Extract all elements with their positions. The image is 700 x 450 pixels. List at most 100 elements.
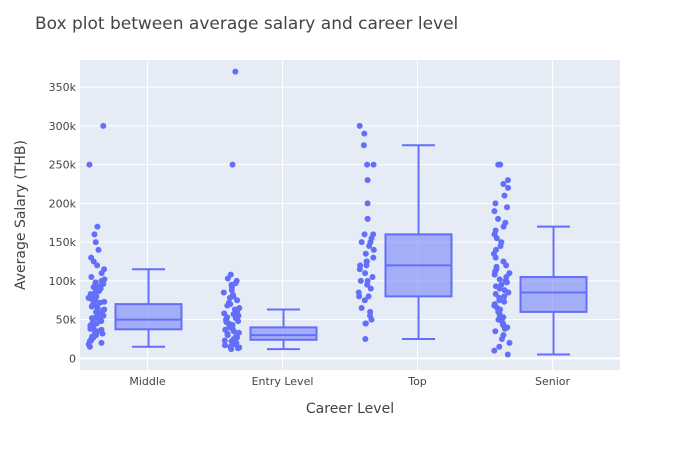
data-point — [505, 289, 512, 296]
data-point — [358, 305, 365, 311]
data-point — [224, 332, 231, 339]
data-point — [501, 298, 508, 305]
box-trace — [85, 122, 183, 350]
data-point — [221, 342, 228, 349]
x-tick-label: Middle — [129, 375, 166, 388]
data-point — [97, 299, 104, 306]
y-axis-ticks: 0 50k 100k 150k 200k 250k 300k 350k — [49, 81, 77, 365]
data-point — [356, 266, 363, 273]
data-point — [492, 291, 499, 298]
y-tick-label: 150k — [49, 236, 77, 249]
data-point — [504, 204, 511, 211]
data-point — [370, 161, 377, 168]
data-point — [86, 161, 93, 168]
data-point — [90, 258, 97, 265]
data-point — [498, 336, 505, 342]
data-point — [492, 200, 499, 207]
data-point — [367, 285, 374, 292]
data-point — [491, 208, 498, 215]
y-tick-label: 300k — [49, 120, 77, 133]
data-point — [506, 339, 513, 346]
data-point — [230, 328, 237, 335]
data-point — [235, 318, 242, 325]
data-point — [504, 177, 511, 184]
data-point — [91, 231, 98, 238]
y-tick-label: 350k — [49, 81, 77, 94]
data-point — [501, 192, 508, 199]
data-point — [365, 293, 372, 300]
data-point — [362, 270, 369, 277]
data-point — [95, 246, 102, 253]
x-tick-label: Top — [407, 375, 427, 388]
data-point — [369, 274, 376, 280]
data-point — [503, 262, 510, 269]
data-point — [94, 262, 101, 269]
data-point — [492, 254, 499, 261]
data-point — [496, 285, 503, 292]
y-tick-label: 50k — [56, 314, 77, 327]
data-point — [224, 302, 231, 309]
data-point — [220, 289, 227, 296]
data-point — [221, 337, 228, 344]
data-point — [356, 293, 363, 300]
data-point — [496, 276, 503, 283]
data-point — [363, 262, 370, 269]
data-point — [358, 239, 365, 246]
box-traces — [85, 68, 588, 358]
data-point — [505, 184, 512, 191]
data-point — [232, 68, 239, 75]
y-tick-label: 250k — [49, 159, 77, 172]
box-trace — [490, 161, 588, 358]
data-point — [368, 316, 375, 323]
data-point — [491, 347, 498, 354]
data-point — [501, 325, 508, 332]
x-tick-label: Senior — [535, 375, 571, 388]
data-point — [86, 343, 93, 350]
data-point — [99, 330, 106, 337]
data-point — [226, 294, 233, 301]
data-point — [88, 274, 95, 280]
y-axis-title: Average Salary (THB) — [13, 140, 29, 290]
data-point — [362, 250, 369, 257]
data-point — [93, 320, 100, 327]
data-point — [364, 215, 371, 222]
data-point — [87, 325, 94, 332]
data-point — [360, 142, 367, 149]
chart-title: Box plot between average salary and care… — [35, 14, 458, 34]
data-point — [88, 303, 95, 310]
x-axis-title: Career Level — [306, 401, 394, 417]
data-point — [370, 246, 377, 253]
data-point — [100, 122, 107, 129]
data-point — [496, 343, 503, 350]
data-point — [491, 271, 498, 278]
y-tick-label: 200k — [49, 197, 77, 210]
data-point — [229, 161, 236, 168]
data-point — [504, 351, 511, 358]
data-point — [361, 130, 368, 137]
data-point — [495, 215, 502, 222]
data-point — [364, 281, 371, 288]
data-point — [94, 223, 101, 230]
data-point — [500, 223, 507, 230]
data-point — [361, 297, 368, 304]
data-point — [100, 312, 107, 319]
data-point — [366, 243, 373, 249]
data-point — [362, 320, 369, 327]
x-tick-label: Entry Level — [252, 375, 314, 388]
data-point — [370, 254, 377, 261]
data-point — [501, 293, 508, 300]
data-point — [98, 318, 105, 325]
interquartile-box — [519, 276, 588, 313]
data-point — [503, 279, 510, 286]
data-point — [362, 336, 369, 342]
data-point — [356, 122, 363, 129]
data-point — [357, 277, 364, 284]
data-point — [98, 270, 105, 277]
data-point — [228, 346, 235, 353]
data-point — [100, 280, 107, 287]
data-point — [492, 328, 499, 335]
data-point — [235, 345, 242, 352]
data-point — [98, 339, 105, 346]
data-point — [493, 235, 500, 242]
data-point — [364, 200, 371, 207]
